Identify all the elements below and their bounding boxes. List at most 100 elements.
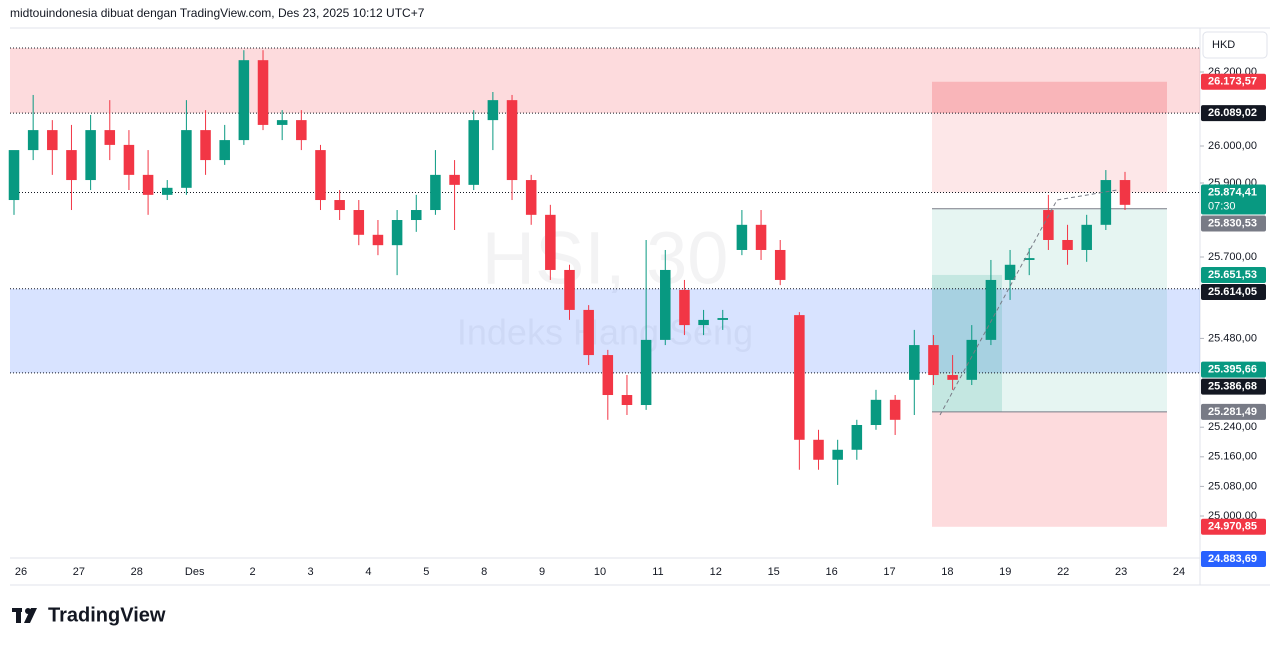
candle-body xyxy=(219,140,230,161)
price-marker-label: 25.651,53 xyxy=(1208,269,1257,281)
candle-body xyxy=(238,60,250,141)
price-marker-label: 25.281,49 xyxy=(1208,406,1257,418)
candle-body xyxy=(1023,258,1035,260)
x-tick-label: 18 xyxy=(941,566,953,578)
candle-body xyxy=(928,345,939,376)
x-tick-label: 23 xyxy=(1115,566,1127,578)
price-marker xyxy=(1201,551,1266,568)
candle-body xyxy=(296,120,307,141)
candle-body xyxy=(353,210,365,235)
price-marker xyxy=(1201,518,1266,535)
candle-body xyxy=(391,220,403,246)
header: midtouindonesia dibuat dengan TradingVie… xyxy=(10,6,425,20)
candle-body xyxy=(487,100,499,121)
price-marker-label: 24.883,69 xyxy=(1208,553,1257,565)
candle-body xyxy=(123,144,135,175)
candle-body xyxy=(315,150,326,201)
price-marker-label: 25.386,68 xyxy=(1208,381,1257,393)
candle-body xyxy=(1100,180,1112,225)
x-tick-label: 10 xyxy=(594,566,606,578)
candle-body xyxy=(257,60,269,125)
candle-body xyxy=(832,449,843,460)
y-tick-label: 26.000,00 xyxy=(1208,140,1257,152)
candle-body xyxy=(334,200,345,211)
candle-body xyxy=(755,224,767,250)
price-marker-label: 25.874,41 xyxy=(1208,186,1257,198)
x-tick-label: 17 xyxy=(883,566,895,578)
x-tick-label: 11 xyxy=(652,566,663,578)
candle-body xyxy=(909,345,920,380)
position-target-extra xyxy=(932,81,1167,114)
candle-body xyxy=(794,315,805,440)
x-tick-label: 28 xyxy=(131,566,143,578)
position-stop xyxy=(932,411,1167,527)
candle-body xyxy=(985,279,997,340)
candle-body xyxy=(1119,180,1131,205)
candle-body xyxy=(410,210,422,221)
x-tick-label: 24 xyxy=(1173,566,1185,578)
currency: HKD xyxy=(1212,39,1235,51)
x-tick-label: 8 xyxy=(481,566,487,578)
price-marker xyxy=(1201,378,1266,395)
price-marker xyxy=(1201,403,1266,420)
candle-body xyxy=(276,120,288,125)
candle-body xyxy=(640,339,652,406)
x-tick-label: 4 xyxy=(365,566,371,578)
candle-body xyxy=(104,130,116,145)
price-marker xyxy=(1201,361,1266,378)
x-tick-label: 19 xyxy=(999,566,1011,578)
candle-body xyxy=(47,130,58,151)
candle-body xyxy=(1081,224,1092,250)
candle-body xyxy=(679,289,690,326)
price-marker-label: 26.173,57 xyxy=(1208,76,1257,88)
watermark-symbol: HSI, 30 xyxy=(482,217,729,300)
candle-body xyxy=(889,399,901,420)
candle-body xyxy=(142,174,154,195)
price-marker xyxy=(1201,266,1266,283)
candle-body xyxy=(372,234,384,246)
candle-body xyxy=(8,150,20,201)
supply-zone xyxy=(10,48,1200,114)
price-marker-label: 26.089,02 xyxy=(1208,107,1257,119)
price-marker xyxy=(1201,105,1266,122)
x-tick-label: 15 xyxy=(768,566,780,578)
candle-body xyxy=(966,339,978,380)
price-marker xyxy=(1201,215,1266,232)
candle-body xyxy=(525,180,537,215)
candle-body xyxy=(583,309,594,356)
candle-body xyxy=(851,424,863,450)
price-marker xyxy=(1201,184,1266,215)
x-tick-label: 16 xyxy=(825,566,837,578)
candle-body xyxy=(660,269,671,340)
x-tick-label: 2 xyxy=(250,566,256,578)
currency-box[interactable] xyxy=(1202,31,1268,59)
candle-body xyxy=(181,130,192,188)
candle-body xyxy=(947,375,958,380)
y-tick-label: 25.080,00 xyxy=(1208,480,1257,492)
y-tick-label: 25.160,00 xyxy=(1208,451,1257,463)
price-marker xyxy=(1201,283,1266,300)
x-tick-label: 9 xyxy=(539,566,545,578)
x-tick-label: 5 xyxy=(423,566,429,578)
candle-body xyxy=(66,150,77,181)
candle-body xyxy=(468,120,479,185)
candle-body xyxy=(698,319,709,326)
candle-body xyxy=(200,130,211,161)
candle-body xyxy=(564,269,575,310)
x-tick-label: Des xyxy=(185,566,205,578)
candle-body xyxy=(506,100,518,181)
candle-body xyxy=(602,355,614,396)
candle-body xyxy=(717,318,729,320)
x-tick-label: 12 xyxy=(710,566,722,578)
candle-body xyxy=(545,214,556,270)
price-marker-label: 25.395,66 xyxy=(1208,364,1257,376)
price-marker-sublabel: 07:30 xyxy=(1208,200,1236,212)
candle-body xyxy=(621,395,633,406)
y-tick-label: 25.240,00 xyxy=(1208,421,1257,433)
candle-body xyxy=(1062,239,1073,250)
position-target-upper xyxy=(932,81,1167,193)
candle-body xyxy=(1004,264,1016,280)
y-tick-label: 25.480,00 xyxy=(1208,332,1257,344)
